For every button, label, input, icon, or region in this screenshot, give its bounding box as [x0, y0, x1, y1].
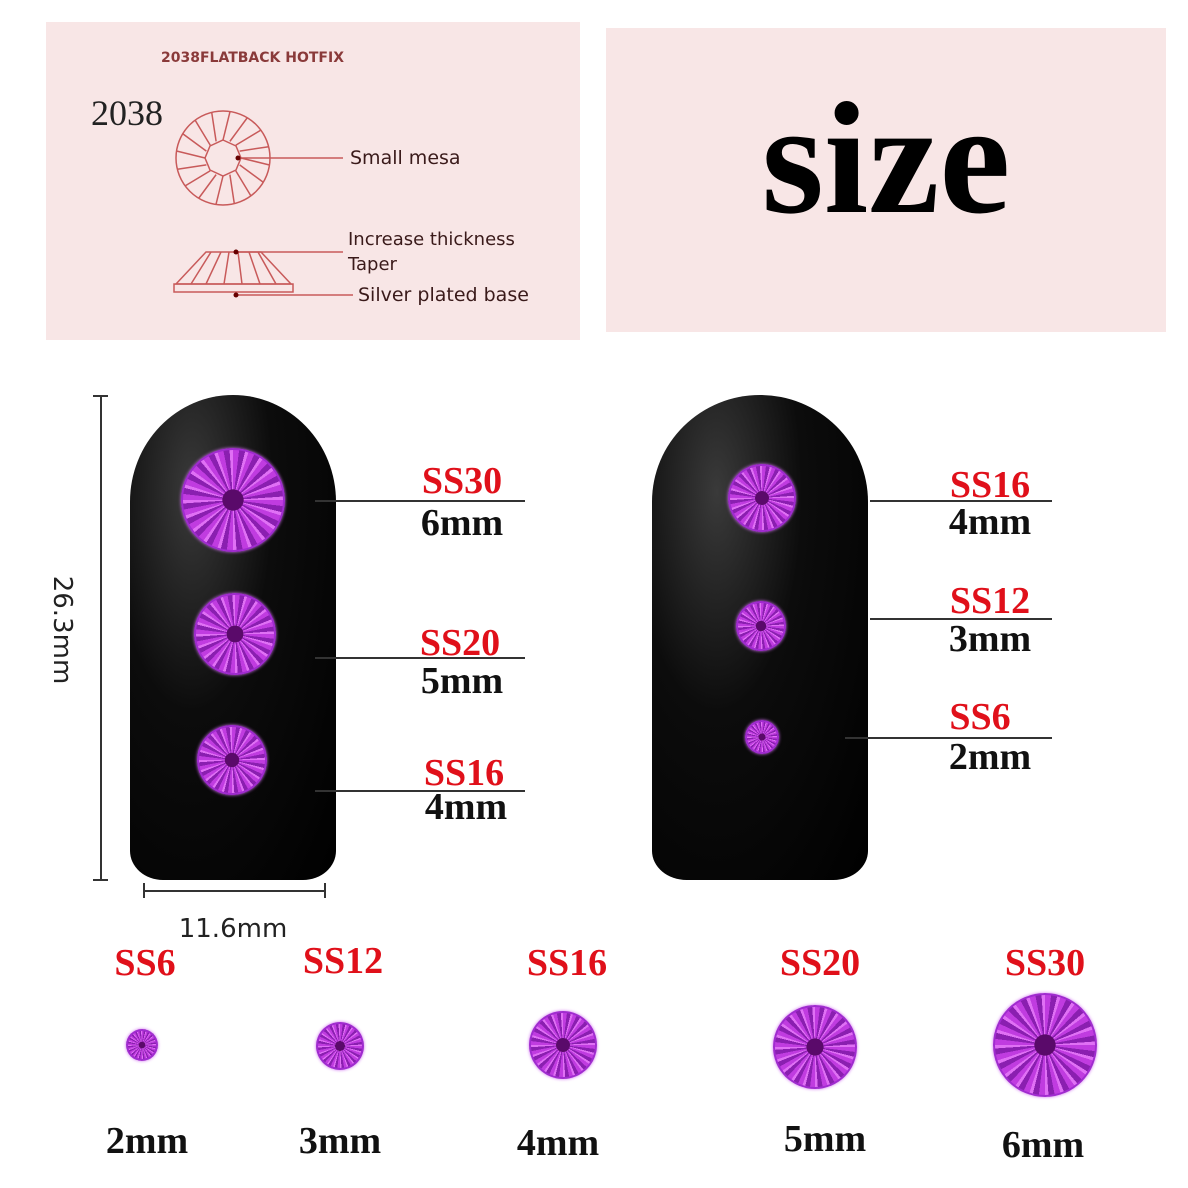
callout-taper: Taper — [348, 254, 397, 275]
size-code: SS12 — [302, 940, 384, 982]
structure-diagram-panel: 2038FLATBACK HOTFIX 2038 Small mesa Incr… — [46, 22, 580, 340]
gem-ss12 — [736, 601, 786, 651]
title-panel: size — [606, 28, 1166, 332]
callout-silver-base: Silver plated base — [358, 284, 529, 306]
gem-ss6 — [126, 1029, 158, 1061]
size-mm: 6mm — [420, 502, 504, 544]
leader-line — [315, 657, 525, 659]
size-code: SS16 — [423, 752, 505, 794]
gem-ss12 — [316, 1022, 364, 1070]
size-code: SS20 — [419, 622, 501, 664]
callout-small-mesa: Small mesa — [350, 147, 461, 169]
gem-ss16 — [529, 1011, 597, 1079]
size-mm: 5mm — [783, 1118, 867, 1160]
size-mm: 2mm — [105, 1120, 189, 1162]
size-mm: 3mm — [948, 618, 1032, 660]
leader-line — [845, 737, 1052, 739]
size-mm: 2mm — [948, 736, 1032, 778]
leader-line — [870, 618, 1052, 620]
gem-ss20 — [194, 593, 276, 675]
size-code: SS12 — [949, 580, 1031, 622]
dimension-tick — [93, 879, 108, 881]
leader-line — [315, 790, 525, 792]
leader-line — [315, 500, 525, 502]
gem-ss6 — [745, 720, 779, 754]
size-mm: 3mm — [298, 1120, 382, 1162]
gem-ss16 — [728, 464, 796, 532]
gem-ss30 — [181, 448, 285, 552]
height-label: 26.3mm — [47, 575, 77, 685]
width-label: 11.6mm — [178, 914, 288, 944]
diagram-header: 2038FLATBACK HOTFIX — [161, 50, 344, 66]
dimension-tick — [93, 395, 108, 397]
rhinestone-diagram — [173, 110, 353, 298]
size-mm: 4mm — [424, 786, 508, 828]
callout-increase-thickness: Increase thickness — [348, 229, 515, 250]
size-mm: 4mm — [516, 1122, 600, 1164]
leader-line — [870, 500, 1052, 502]
size-mm: 6mm — [1001, 1124, 1085, 1166]
size-code: SS16 — [949, 464, 1031, 506]
size-mm: 5mm — [420, 660, 504, 702]
gem-ss30 — [993, 993, 1097, 1097]
size-code: SS6 — [114, 942, 176, 984]
gem-ss16 — [197, 725, 267, 795]
size-code: SS16 — [526, 942, 608, 984]
size-code: SS6 — [949, 696, 1011, 738]
size-mm: 4mm — [948, 501, 1032, 543]
dimension-tick — [324, 883, 326, 898]
size-code: SS30 — [1004, 942, 1086, 984]
size-code: SS20 — [779, 942, 861, 984]
model-number: 2038 — [91, 93, 163, 133]
height-dimension-line — [100, 395, 102, 880]
width-dimension-line — [143, 890, 325, 892]
title: size — [761, 69, 1011, 247]
size-code: SS30 — [421, 460, 503, 502]
gem-ss20 — [773, 1005, 857, 1089]
dimension-tick — [143, 883, 145, 898]
